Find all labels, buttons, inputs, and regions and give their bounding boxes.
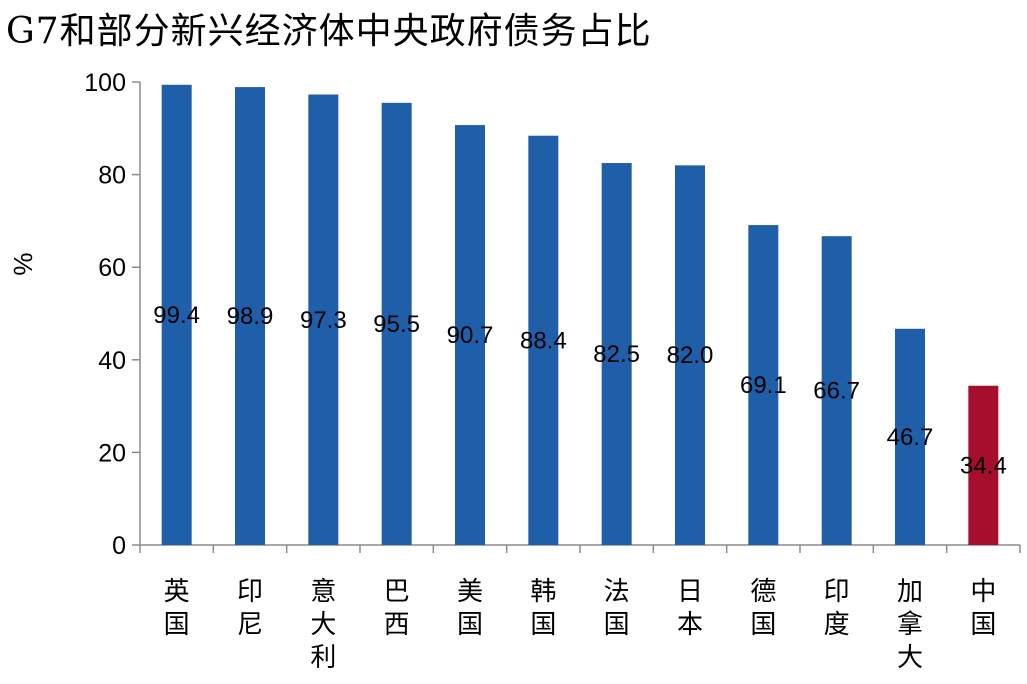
y-axis-title: %: [8, 252, 38, 275]
data-label: 88.4: [520, 327, 567, 354]
category-label-char: 英: [164, 577, 190, 607]
labels: 020406080100%99.4英国98.9印尼97.3意大利95.5巴西90…: [8, 69, 1007, 673]
bar: [675, 165, 705, 545]
category-label-char: 意: [310, 577, 336, 607]
category-label-char: 国: [457, 610, 483, 640]
y-tick-label: 20: [98, 439, 126, 467]
category-label-char: 大: [897, 643, 923, 673]
data-label: 46.7: [887, 424, 934, 451]
data-label: 95.5: [373, 311, 420, 338]
bars: [161, 84, 999, 546]
data-label: 98.9: [227, 303, 274, 330]
data-label: 69.1: [740, 372, 787, 399]
category-label-char: 印: [824, 577, 850, 607]
y-tick-label: 40: [98, 347, 126, 375]
data-label: 34.4: [960, 452, 1007, 479]
bar: [601, 163, 632, 545]
category-label-char: 国: [750, 610, 776, 640]
category-label-char: 中: [970, 577, 996, 607]
data-label: 99.4: [153, 302, 200, 329]
category-label-char: 国: [970, 610, 996, 640]
category-label-char: 加: [897, 577, 923, 607]
data-label: 82.0: [667, 342, 714, 369]
y-tick-label: 100: [84, 69, 126, 97]
bar: [455, 125, 485, 546]
bar: [748, 225, 779, 545]
category-label-char: 拿: [897, 610, 923, 640]
category-label-char: 韩: [530, 577, 556, 607]
category-label-char: 利: [310, 643, 336, 673]
y-tick-label: 60: [98, 254, 126, 282]
category-label-char: 巴: [384, 577, 410, 607]
data-label: 90.7: [447, 322, 494, 349]
category-label-char: 尼: [237, 610, 263, 640]
bar: [821, 236, 852, 545]
data-label: 66.7: [813, 378, 860, 405]
bar: [381, 102, 412, 546]
category-label-char: 日: [677, 577, 703, 607]
chart-title: G7和部分新兴经济体中央政府债务占比: [6, 11, 652, 52]
bar: [308, 94, 339, 545]
category-label-char: 国: [164, 610, 190, 640]
data-label: 97.3: [300, 307, 347, 334]
bar: [895, 328, 925, 545]
category-label-char: 美: [457, 577, 483, 607]
bar: [161, 84, 192, 545]
category-label-char: 度: [824, 610, 850, 640]
bar: [968, 385, 999, 545]
data-label: 82.5: [593, 341, 640, 368]
y-tick-label: 0: [112, 532, 126, 560]
category-label-char: 本: [677, 610, 703, 640]
category-label-char: 大: [310, 610, 336, 640]
category-label-char: 国: [530, 610, 556, 640]
bar: [528, 135, 559, 545]
category-label-char: 印: [237, 577, 263, 607]
category-label-char: 法: [604, 577, 630, 607]
category-label-char: 国: [604, 610, 630, 640]
bar: [235, 87, 265, 545]
y-tick-label: 80: [98, 162, 126, 190]
axes: [132, 81, 1021, 553]
category-label-char: 西: [384, 610, 410, 640]
category-label-char: 德: [750, 577, 776, 607]
